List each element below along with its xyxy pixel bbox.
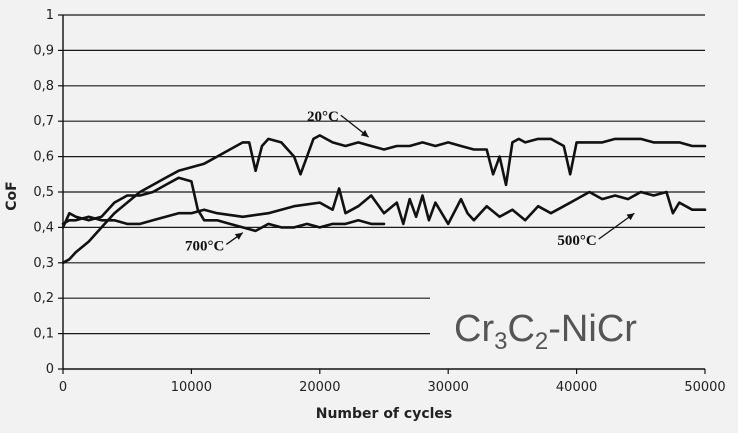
series-labels: 20°C 700°C 500°C: [185, 109, 635, 254]
x-tick-label-0: 0: [59, 380, 67, 395]
x-tick-label-5: 50000: [684, 380, 725, 395]
y-tick-label-0: 0: [46, 362, 54, 377]
series-line-0: [61, 134, 707, 265]
series-arrow-head-2: [626, 213, 635, 221]
grid-lines: [63, 14, 705, 335]
y-tick-labels: 0 0,1 0,2 0,3 0,4 0,5 0,6 0,7 0,8 0,9 1: [33, 8, 63, 377]
y-tick-label-9: 0,9: [33, 43, 54, 58]
y-tick-label-7: 0,7: [33, 114, 54, 129]
x-tick-label-1: 10000: [171, 380, 212, 395]
series-arrow-head-1: [234, 232, 243, 240]
material-annotation-tail: -NiCr: [548, 308, 637, 350]
material-annotation-base: Cr: [454, 308, 494, 350]
series-label-0: 20°C: [307, 109, 339, 125]
material-annotation-mid: C: [507, 308, 534, 350]
y-tick-label-1: 0,1: [33, 327, 54, 342]
x-axis-title: Number of cycles: [316, 406, 453, 422]
y-axis-title: CoF: [4, 181, 20, 210]
x-tick-label-3: 30000: [428, 380, 469, 395]
material-annotation-sub1: 3: [494, 328, 507, 355]
series-line-1: [61, 187, 707, 226]
series-label-1: 700°C: [185, 238, 224, 254]
y-tick-label-5: 0,5: [33, 185, 54, 200]
x-tick-labels: 0 10000 20000 30000 40000 50000: [59, 369, 726, 395]
series-lines: [61, 134, 707, 265]
series-label-2: 500°C: [557, 233, 596, 249]
y-tick-label-8: 0,8: [33, 79, 54, 94]
y-tick-label-2: 0,2: [33, 291, 54, 306]
y-tick-label-10: 1: [46, 8, 54, 23]
material-annotation: Cr3C2-NiCr: [454, 308, 637, 355]
series-arrow-line-2: [598, 212, 635, 240]
y-tick-label-4: 0,4: [33, 220, 54, 235]
y-tick-label-3: 0,3: [33, 256, 54, 271]
x-tick-label-4: 40000: [556, 380, 597, 395]
series-line-2: [61, 176, 386, 233]
x-tick-label-2: 20000: [299, 380, 340, 395]
y-tick-label-6: 0,6: [33, 150, 54, 165]
series-arrow-head-0: [360, 129, 369, 138]
material-annotation-sub2: 2: [535, 328, 548, 355]
